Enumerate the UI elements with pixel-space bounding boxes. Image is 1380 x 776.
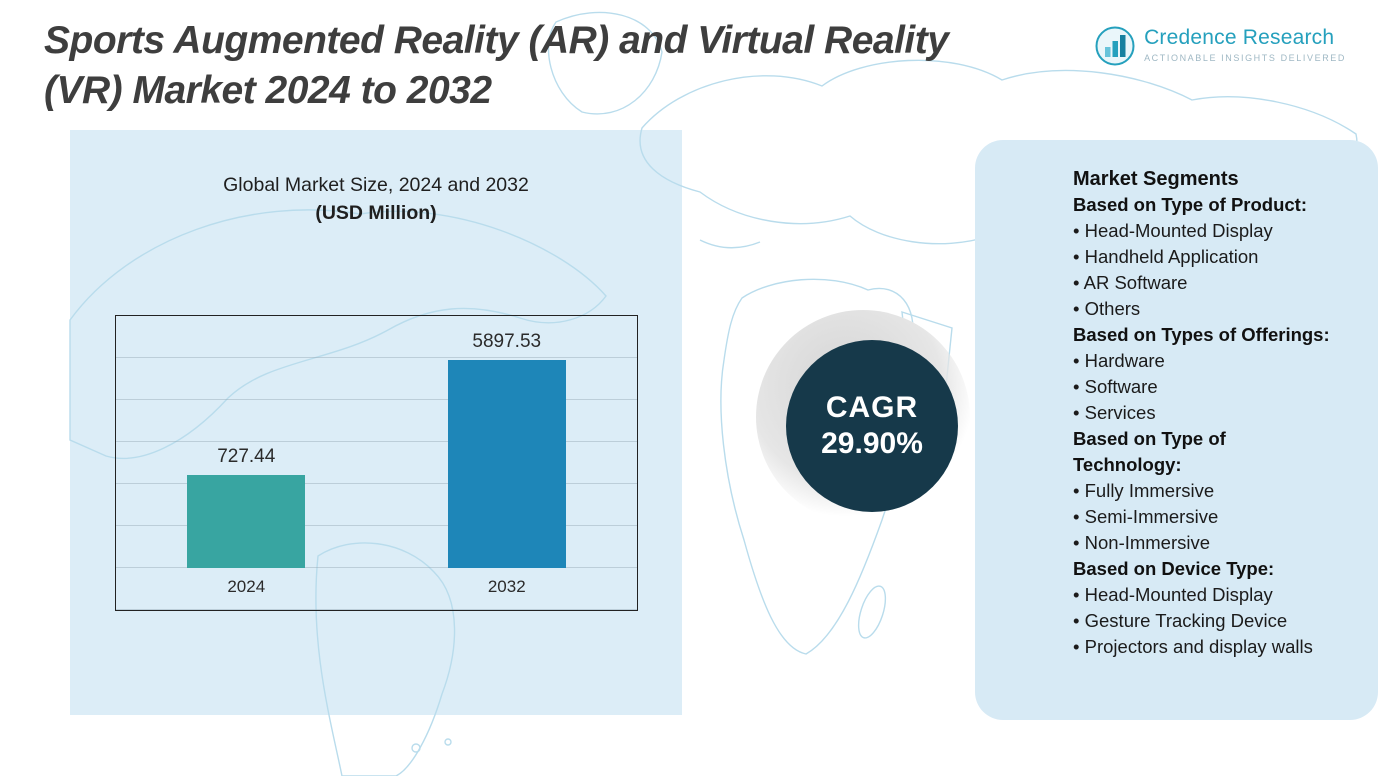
map-madagascar (857, 585, 887, 639)
category-label-2024: 2024 (227, 577, 266, 596)
segment-item: Head-Mounted Display (1073, 218, 1338, 244)
segment-item: Head-Mounted Display (1073, 582, 1338, 608)
segment-item: Services (1073, 400, 1338, 426)
bar-chart: 727.44 2024 5897.53 2032 (115, 315, 638, 611)
chart-panel: Global Market Size, 2024 and 2032 (USD M… (70, 130, 682, 715)
chart-subtitle: (USD Million) (315, 201, 437, 224)
segment-item: Gesture Tracking Device (1073, 608, 1338, 634)
map-greenland (547, 11, 663, 115)
segment-group-heading: Based on Device Type: (1073, 558, 1275, 579)
chart-title: Global Market Size, 2024 and 2032 (223, 174, 529, 196)
value-label-2024: 727.44 (217, 446, 276, 467)
bar-2024 (187, 475, 306, 568)
bar-2032 (447, 360, 566, 568)
bar-group-2024: 727.44 2024 (187, 446, 306, 596)
segment-group-heading: Based on Type of Product: (1073, 194, 1308, 215)
map-south-america (315, 542, 456, 776)
map-africa (720, 278, 920, 655)
segment-item: Non-Immersive (1073, 530, 1338, 556)
credence-logo: Credence Research Actionable Insights De… (1095, 26, 1346, 66)
map-island (411, 743, 421, 753)
segment-group-heading: Based on Types of Offerings: (1073, 324, 1330, 345)
segment-item: Others (1073, 296, 1338, 322)
cagr-value: 29.90% (821, 427, 923, 460)
map-island (444, 738, 452, 746)
logo-name: Credence Research (1144, 26, 1335, 49)
map-border-line (699, 239, 761, 249)
cagr-label: CAGR (825, 391, 919, 424)
segment-item: Projectors and display walls (1073, 634, 1338, 660)
credence-logo-icon (1095, 26, 1135, 66)
bar-group-2032: 5897.53 2032 (447, 331, 566, 596)
segment-item: Semi-Immersive (1073, 504, 1338, 530)
segments-panel: Market Segments Based on Type of Product… (975, 140, 1378, 720)
logo-tagline: Actionable Insights Delivered (1144, 53, 1346, 63)
segment-group-heading: Based on Type of Technology: (1073, 428, 1226, 475)
segment-item: Fully Immersive (1073, 478, 1338, 504)
segments-heading: Market Segments (1073, 168, 1239, 190)
segment-item: AR Software (1073, 270, 1338, 296)
value-label-2032: 5897.53 (472, 331, 542, 352)
page-title: Sports Augmented Reality (AR) and Virtua… (44, 19, 949, 112)
cagr-badge: CAGR 29.90% (786, 340, 958, 512)
category-label-2032: 2032 (487, 577, 526, 596)
segment-item: Software (1073, 374, 1338, 400)
segment-item: Hardware (1073, 348, 1338, 374)
bars-area: 727.44 2024 5897.53 2032 (116, 331, 637, 596)
map-north-america (69, 209, 607, 460)
segment-item: Handheld Application (1073, 244, 1338, 270)
